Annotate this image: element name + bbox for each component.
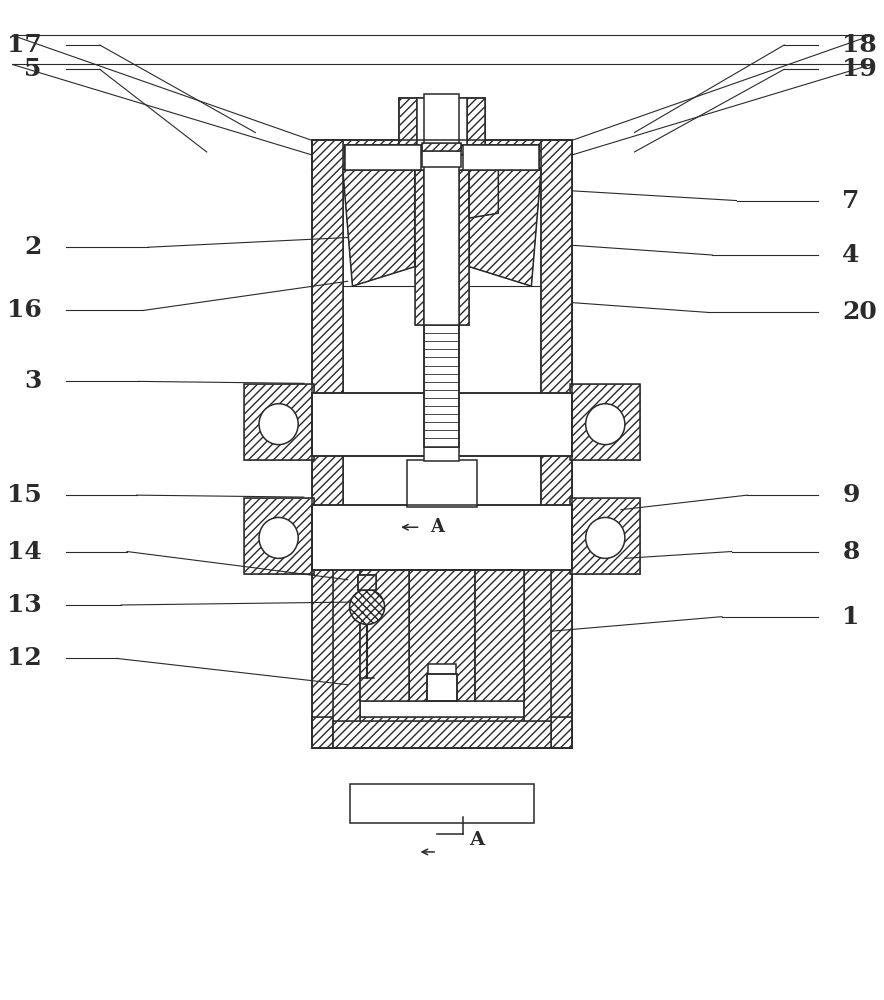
Bar: [345, 145, 421, 170]
Bar: [423, 143, 461, 151]
Text: 14: 14: [7, 540, 42, 564]
Bar: [244, 498, 314, 574]
Text: 20: 20: [842, 300, 877, 324]
Bar: [244, 384, 314, 460]
Bar: [415, 170, 469, 325]
Bar: [333, 566, 361, 748]
Bar: [244, 384, 314, 460]
Bar: [349, 784, 534, 823]
Bar: [400, 98, 484, 145]
Bar: [312, 505, 572, 570]
Bar: [570, 498, 640, 574]
Text: 3: 3: [24, 369, 42, 393]
Polygon shape: [343, 169, 415, 286]
Bar: [570, 498, 640, 574]
Bar: [358, 575, 376, 590]
Bar: [358, 575, 376, 590]
Bar: [312, 140, 572, 169]
Bar: [475, 570, 523, 701]
Bar: [427, 674, 456, 701]
Bar: [429, 664, 455, 701]
Bar: [312, 140, 572, 169]
Bar: [475, 570, 523, 701]
Text: 18: 18: [842, 33, 877, 57]
Bar: [423, 145, 461, 167]
Bar: [468, 98, 484, 145]
Text: 2: 2: [24, 235, 42, 259]
Bar: [424, 325, 460, 447]
Bar: [400, 98, 416, 145]
Bar: [570, 384, 640, 460]
Text: 15: 15: [7, 483, 42, 507]
Bar: [468, 98, 484, 145]
Bar: [409, 570, 475, 701]
Bar: [345, 145, 539, 155]
Bar: [523, 566, 551, 748]
Bar: [333, 721, 551, 748]
Bar: [361, 570, 409, 701]
Bar: [333, 721, 551, 748]
Bar: [333, 566, 361, 748]
Bar: [416, 98, 468, 145]
Bar: [541, 140, 572, 748]
Ellipse shape: [586, 517, 625, 558]
Ellipse shape: [586, 404, 625, 445]
Bar: [361, 570, 409, 701]
Bar: [407, 460, 477, 507]
Bar: [312, 140, 572, 748]
Bar: [400, 98, 416, 145]
Bar: [570, 384, 640, 460]
Text: 13: 13: [7, 593, 42, 617]
Bar: [409, 570, 475, 701]
Text: 4: 4: [842, 243, 860, 267]
Text: 7: 7: [842, 189, 860, 213]
Text: 8: 8: [842, 540, 860, 564]
Ellipse shape: [259, 517, 298, 558]
Bar: [424, 170, 460, 325]
Text: 16: 16: [7, 298, 42, 322]
Bar: [312, 393, 572, 456]
Text: 12: 12: [7, 646, 42, 670]
Text: 1: 1: [842, 605, 860, 629]
Bar: [427, 674, 456, 701]
Bar: [345, 145, 539, 170]
Bar: [312, 717, 572, 748]
Circle shape: [349, 589, 385, 624]
Text: A: A: [469, 831, 484, 849]
Bar: [358, 575, 376, 590]
Bar: [345, 145, 539, 155]
Bar: [463, 145, 539, 170]
Polygon shape: [469, 169, 499, 218]
Text: 17: 17: [7, 33, 42, 57]
Polygon shape: [469, 169, 541, 286]
Text: 5: 5: [24, 57, 42, 81]
Bar: [312, 505, 572, 570]
Bar: [312, 140, 343, 748]
Bar: [312, 717, 572, 748]
Bar: [312, 393, 572, 456]
Bar: [541, 140, 572, 748]
Bar: [424, 94, 460, 461]
Bar: [423, 143, 461, 151]
Text: 9: 9: [842, 483, 860, 507]
Bar: [361, 566, 523, 721]
Text: A: A: [431, 518, 445, 536]
Bar: [312, 140, 343, 748]
Text: 19: 19: [842, 57, 877, 81]
Bar: [415, 170, 469, 325]
Ellipse shape: [259, 404, 298, 445]
Bar: [411, 140, 473, 162]
Bar: [244, 498, 314, 574]
Bar: [523, 566, 551, 748]
Bar: [343, 169, 541, 717]
